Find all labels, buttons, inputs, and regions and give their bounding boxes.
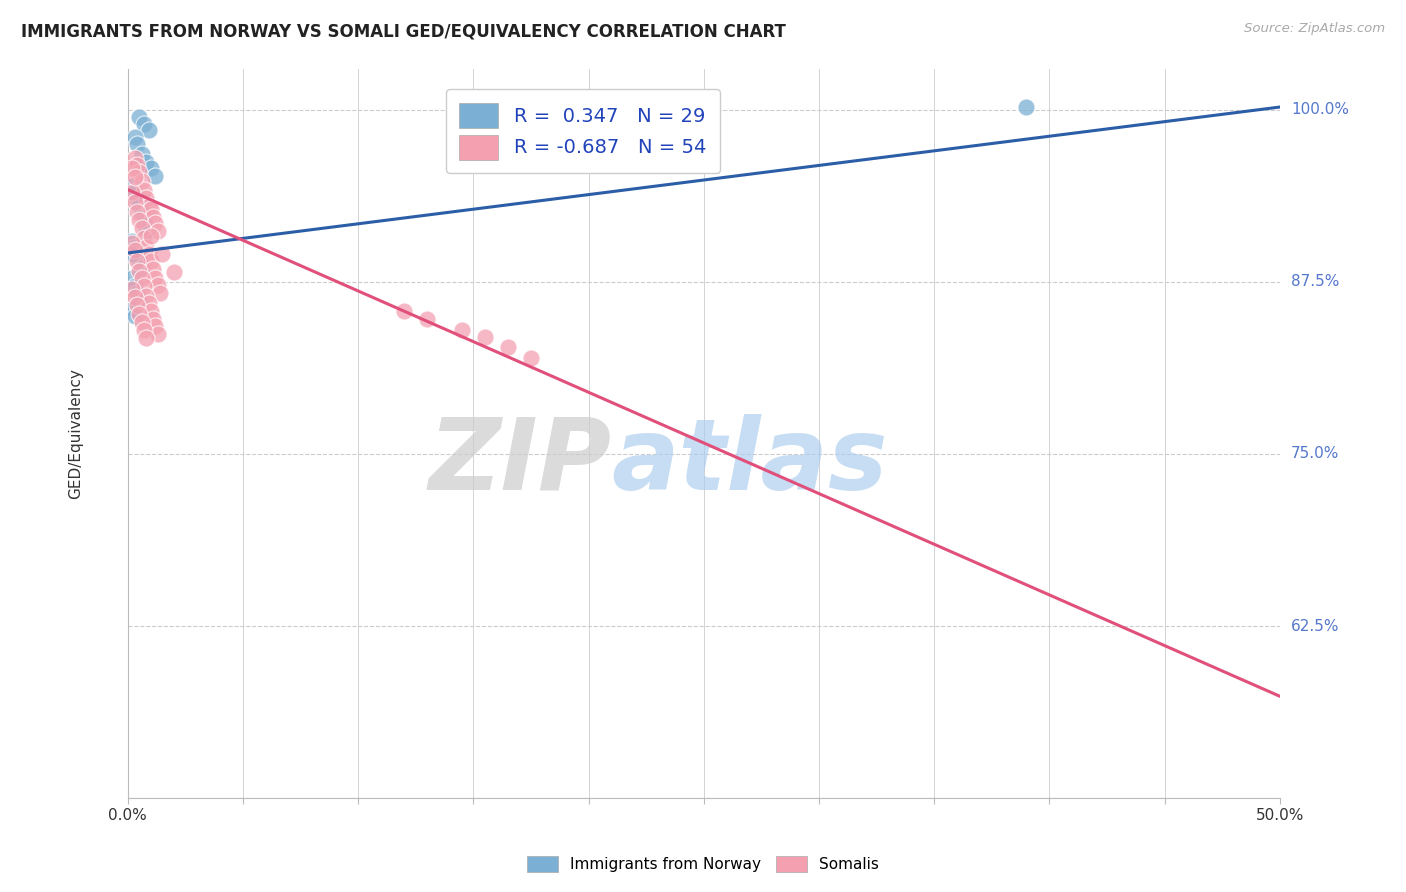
Point: [121, 270, 143, 285]
Point: [131, 174, 153, 188]
Point: [520, 351, 543, 365]
Point: [131, 221, 153, 235]
Point: [128, 264, 150, 278]
Point: [132, 279, 155, 293]
Point: [146, 327, 169, 342]
Point: [124, 240, 146, 254]
Point: [125, 254, 148, 268]
Text: IMMIGRANTS FROM NORWAY VS SOMALI GED/EQUIVALENCY CORRELATION CHART: IMMIGRANTS FROM NORWAY VS SOMALI GED/EQU…: [21, 22, 786, 40]
Point: [416, 312, 439, 326]
Point: [124, 151, 146, 165]
Point: [121, 186, 143, 200]
Point: [135, 331, 157, 345]
Point: [139, 202, 162, 216]
Point: [145, 216, 167, 230]
Point: [394, 303, 416, 318]
Point: [124, 244, 146, 258]
Point: [138, 247, 160, 261]
Text: 100.0%: 100.0%: [1291, 103, 1348, 118]
Point: [132, 231, 155, 245]
Point: [139, 161, 162, 175]
Point: [121, 178, 143, 193]
Point: [138, 295, 160, 310]
Point: [150, 247, 173, 261]
Point: [124, 170, 146, 185]
Point: [131, 270, 153, 285]
Point: [139, 303, 162, 318]
Point: [163, 265, 186, 279]
Point: [128, 199, 150, 213]
Point: [121, 247, 143, 261]
Point: [145, 169, 167, 183]
Text: atlas: atlas: [612, 414, 889, 511]
Point: [124, 195, 146, 210]
Point: [121, 234, 143, 248]
Point: [128, 254, 150, 268]
Point: [496, 340, 519, 354]
Point: [128, 293, 150, 307]
Point: [121, 236, 143, 251]
Point: [128, 165, 150, 179]
Point: [450, 323, 472, 337]
Point: [125, 158, 148, 172]
Point: [135, 155, 157, 169]
Legend: R =  0.347   N = 29, R = -0.687   N = 54: R = 0.347 N = 29, R = -0.687 N = 54: [446, 89, 720, 173]
Point: [132, 216, 155, 230]
Point: [124, 279, 146, 293]
Point: [125, 298, 148, 312]
Point: [125, 204, 148, 219]
Point: [125, 137, 148, 152]
Point: [135, 288, 157, 302]
Point: [125, 192, 148, 206]
Point: [124, 290, 146, 304]
Point: [128, 213, 150, 227]
Point: [125, 285, 148, 300]
Point: [121, 161, 143, 175]
Point: [139, 254, 162, 268]
Text: Source: ZipAtlas.com: Source: ZipAtlas.com: [1244, 22, 1385, 36]
Point: [139, 229, 162, 244]
Point: [145, 318, 167, 333]
Point: [132, 323, 155, 337]
Point: [124, 310, 146, 324]
Point: [125, 247, 148, 261]
Point: [131, 315, 153, 329]
Point: [131, 261, 153, 276]
Point: [124, 186, 146, 200]
Text: 87.5%: 87.5%: [1291, 275, 1339, 289]
Point: [145, 270, 167, 285]
Point: [135, 191, 157, 205]
Point: [135, 240, 157, 254]
Point: [131, 206, 153, 220]
Point: [1015, 100, 1038, 114]
Point: [142, 312, 165, 326]
Point: [128, 306, 150, 320]
Point: [142, 210, 165, 224]
Text: ZIP: ZIP: [429, 414, 612, 511]
Point: [138, 199, 160, 213]
Point: [149, 285, 172, 300]
Text: 62.5%: 62.5%: [1291, 618, 1340, 633]
Point: [146, 277, 169, 292]
Text: 75.0%: 75.0%: [1291, 446, 1339, 461]
Point: [131, 146, 153, 161]
Point: [121, 282, 143, 296]
Point: [132, 117, 155, 131]
Point: [135, 224, 157, 238]
Point: [142, 262, 165, 277]
Point: [474, 330, 496, 344]
Legend: Immigrants from Norway, Somalis: Immigrants from Norway, Somalis: [519, 848, 887, 880]
Text: GED/Equivalency: GED/Equivalency: [69, 368, 83, 499]
Point: [124, 130, 146, 145]
Point: [121, 302, 143, 317]
Point: [138, 123, 160, 137]
Point: [128, 110, 150, 124]
Point: [146, 224, 169, 238]
Point: [132, 183, 155, 197]
